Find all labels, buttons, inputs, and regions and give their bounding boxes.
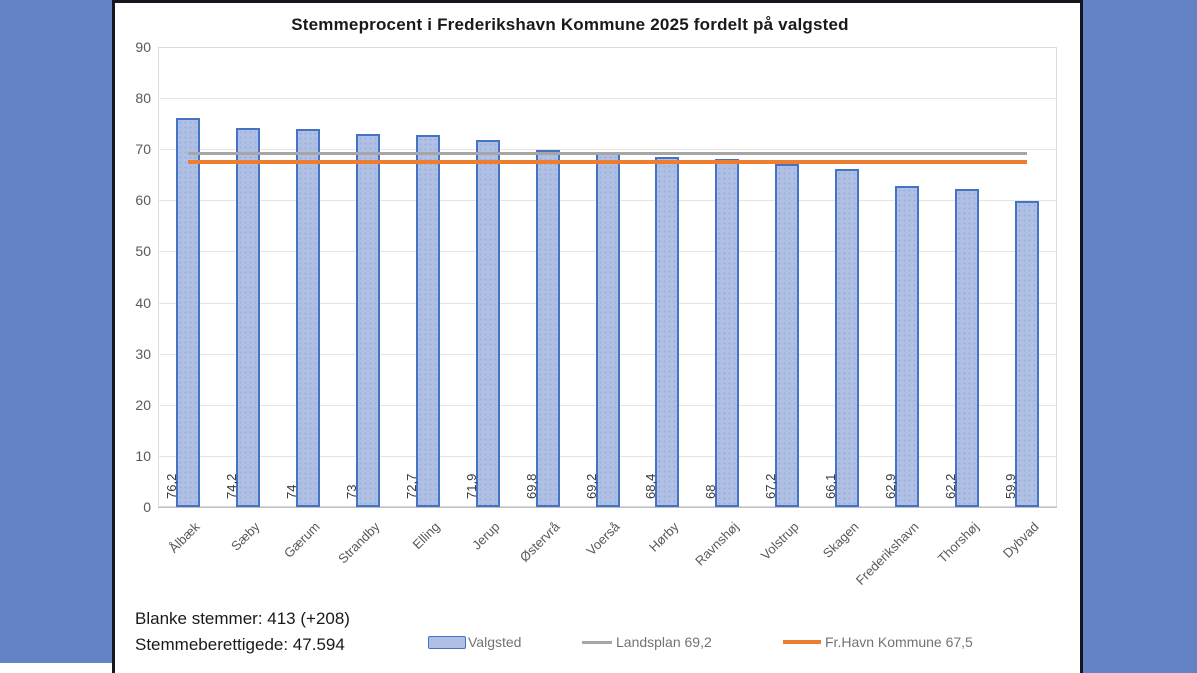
bar-value-label: 69,8: [523, 473, 539, 499]
y-axis-label: 80: [135, 90, 151, 107]
y-axis-label: 0: [143, 499, 151, 515]
y-axis-label: 10: [135, 447, 151, 464]
legend-item-valgsted: Valgsted: [428, 633, 521, 651]
legend-label-landsplan: Landsplan 69,2: [616, 634, 712, 650]
legend-line-frhavn-kommune: [783, 640, 821, 644]
bar: [535, 150, 560, 507]
chart-title: Stemmeprocent i Frederikshavn Kommune 20…: [291, 15, 849, 34]
y-axis-label: 50: [135, 243, 151, 260]
bar-value-label: 67,2: [763, 473, 779, 499]
bar: [295, 128, 320, 507]
bar-value-label: 68,4: [643, 473, 659, 499]
bar-value-label: 62,9: [883, 473, 899, 499]
legend-label-valgsted: Valgsted: [468, 634, 522, 650]
reference-line-landsplan: [187, 151, 1028, 155]
bar-value-label: 71,9: [463, 473, 479, 499]
x-axis-line: [158, 507, 1057, 508]
bar: [355, 133, 380, 507]
bar: [775, 163, 800, 507]
y-axis-label: 70: [135, 141, 151, 158]
legend-bar-swatch: [428, 635, 466, 649]
bar-value-label: 73: [343, 484, 359, 499]
blank-votes-text: Blanke stemmer: 413 (+208): [135, 609, 350, 628]
bar-value-label: 59,9: [1003, 473, 1019, 499]
legend-label-frhavn-kommune: Fr.Havn Kommune 67,5: [825, 634, 973, 650]
bar-value-label: 72,7: [403, 473, 419, 499]
y-axis-label: 90: [135, 39, 151, 55]
chart-panel: Stemmeprocent i Frederikshavn Kommune 20…: [112, 0, 1083, 673]
y-axis-label: 30: [135, 345, 151, 362]
y-axis-label: 60: [135, 192, 151, 209]
bar: [955, 189, 980, 507]
bar-value-label: 74: [283, 484, 299, 499]
bar: [475, 139, 500, 507]
bar: [415, 135, 440, 507]
eligible-voters-text: Stemmeberettigede: 47.594: [135, 635, 345, 654]
legend-line-landsplan: [582, 640, 612, 644]
bar: [655, 157, 680, 507]
y-axis-label: 40: [135, 294, 151, 311]
bar: [715, 159, 740, 507]
legend-item-landsplan: Landsplan 69,2: [582, 633, 712, 651]
bar-value-label: 66,1: [823, 473, 839, 499]
bar-value-label: 68: [703, 484, 719, 499]
bar-value-label: 76,2: [163, 473, 179, 499]
bar: [895, 185, 920, 507]
bar: [595, 153, 620, 507]
gridline: [158, 149, 1057, 151]
bar: [835, 169, 860, 507]
bar: [1015, 200, 1040, 507]
bar-value-label: 69,2: [583, 473, 599, 499]
bar-value-label: 74,2: [223, 473, 239, 499]
gridline: [158, 98, 1057, 100]
background-white-strip: [0, 663, 112, 673]
reference-line-fr-havn-kommune: [187, 160, 1028, 164]
legend-item-frhavn-kommune: Fr.Havn Kommune 67,5: [783, 633, 973, 651]
bar: [175, 117, 200, 507]
y-axis-label: 20: [135, 396, 151, 413]
bar: [235, 127, 260, 507]
bar-value-label: 62,2: [943, 473, 959, 499]
